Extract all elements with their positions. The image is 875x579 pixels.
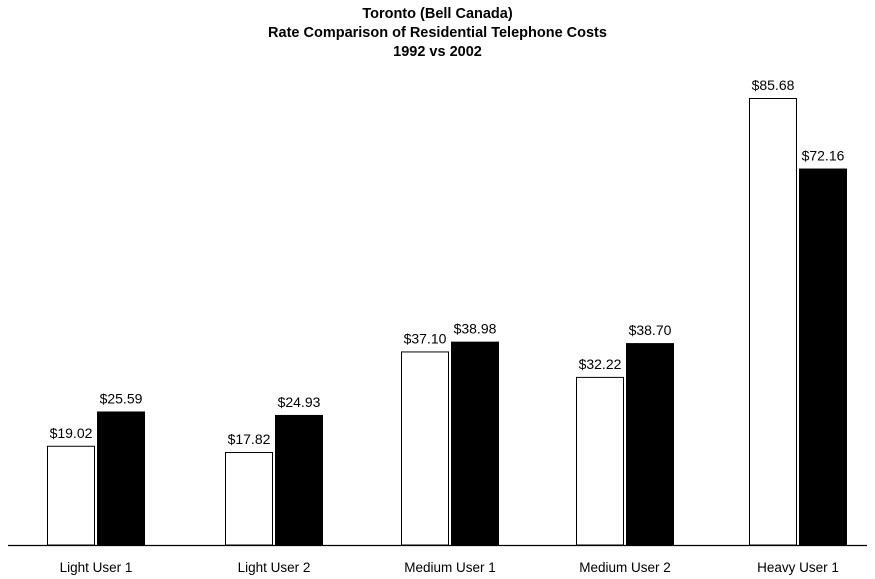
data-label-series1-3: $32.22 [579, 356, 622, 372]
x-tick-label-0: Light User 1 [60, 560, 133, 575]
data-label-series1-0: $19.02 [50, 425, 93, 441]
chart-title-block: Toronto (Bell Canada) Rate Comparison of… [0, 5, 875, 62]
chart-title: Toronto (Bell Canada) [362, 6, 513, 22]
bar-series1-3 [576, 376, 624, 546]
x-tick-label-4: Heavy User 1 [757, 560, 839, 575]
data-label-series2-2: $38.98 [454, 321, 497, 337]
bar-series2-1 [275, 414, 323, 546]
data-label-series2-0: $25.59 [100, 390, 143, 406]
x-tick-label-1: Light User 2 [238, 560, 311, 575]
chart-subtitle-1: Rate Comparison of Residential Telephone… [268, 25, 607, 41]
data-label-series2-3: $38.70 [629, 322, 672, 338]
data-label-series2-4: $72.16 [802, 148, 845, 164]
x-tick-label-3: Medium User 2 [579, 560, 671, 575]
bar-series2-4 [799, 168, 847, 546]
chart-subtitle-2: 1992 vs 2002 [393, 44, 482, 60]
bar-series1-2 [401, 351, 449, 546]
bar-series1-1 [225, 452, 273, 546]
data-label-series1-2: $37.10 [404, 330, 447, 346]
bar-series2-3 [626, 343, 674, 546]
data-label-series1-4: $85.68 [752, 77, 795, 93]
data-label-series2-1: $24.93 [278, 394, 321, 410]
bar-series2-2 [451, 341, 499, 546]
bar-series1-0 [47, 445, 95, 546]
x-tick-label-2: Medium User 1 [404, 560, 496, 575]
bar-series2-0 [97, 411, 145, 546]
bar-series1-4 [749, 98, 797, 546]
data-label-series1-1: $17.82 [228, 431, 271, 447]
